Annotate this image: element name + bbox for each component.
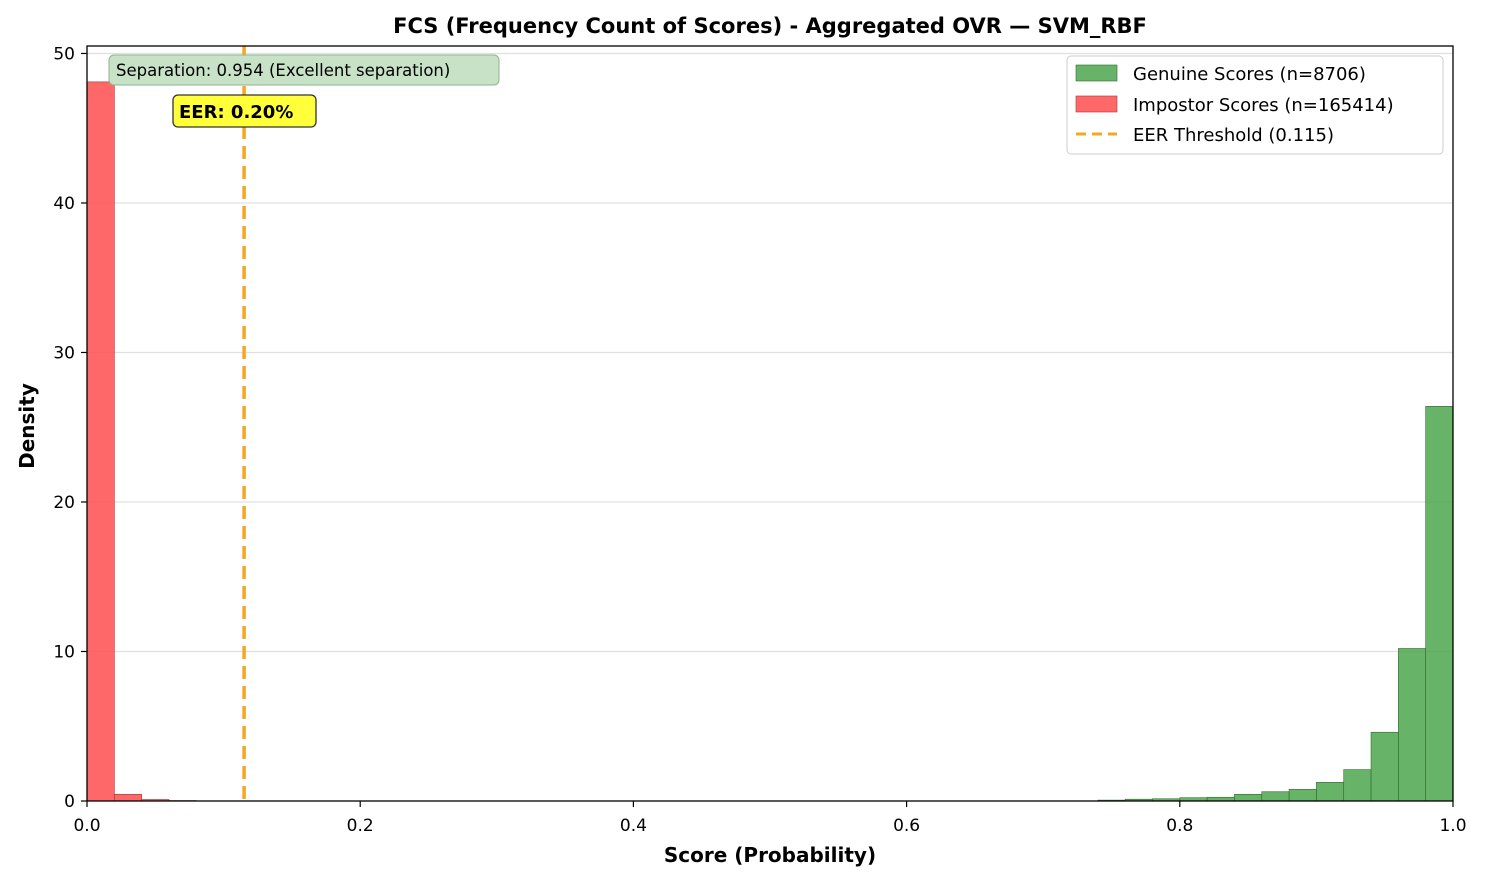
x-tick-label-2: 0.4: [620, 816, 647, 836]
bar-impostor-0: [86, 81, 115, 802]
y-tick-label-3: 30: [53, 343, 75, 363]
separation-annotation: Separation: 0.954 (Excellent separation): [108, 54, 500, 86]
bar-genuine-7: [1288, 789, 1317, 802]
x-tick-label-1: 0.2: [347, 816, 374, 836]
bar-genuine-12: [1425, 406, 1454, 802]
eer-text: EER: 0.20%: [179, 102, 293, 123]
y-tick-label-0: 0: [64, 792, 75, 812]
y-tick-label-1: 10: [53, 642, 75, 662]
x-axis-ticks: 0.0 0.2 0.4 0.6 0.8 1.0: [73, 801, 1467, 836]
bar-genuine-6: [1261, 791, 1290, 802]
x-tick-label-5: 1.0: [1439, 816, 1466, 836]
y-axis-ticks: 0 10 20 30 40 50: [53, 44, 87, 812]
legend-box: [1066, 55, 1444, 155]
eer-box: [172, 94, 317, 128]
x-tick-label-3: 0.6: [893, 816, 920, 836]
histogram-bars: [86, 81, 1454, 802]
legend-label-threshold: EER Threshold (0.115): [1133, 125, 1334, 146]
chart-title: FCS (Frequency Count of Scores) - Aggreg…: [393, 14, 1147, 38]
legend-label-impostor: Impostor Scores (n=165414): [1133, 95, 1394, 116]
legend-swatch-impostor: [1075, 95, 1118, 113]
y-tick-label-4: 40: [53, 194, 75, 214]
y-tick-label-2: 20: [53, 493, 75, 513]
bar-genuine-8: [1316, 782, 1345, 802]
x-tick-label-4: 0.8: [1166, 816, 1193, 836]
bar-genuine-11: [1398, 648, 1426, 802]
bar-genuine-9: [1343, 769, 1372, 802]
grid-lines: [87, 52, 1453, 653]
bar-impostor-1: [114, 793, 142, 802]
legend-swatch-genuine: [1075, 64, 1118, 82]
y-tick-label-5: 50: [53, 44, 75, 64]
separation-box: [108, 54, 500, 86]
x-tick-label-0: 0.0: [73, 816, 100, 836]
x-axis-label: Score (Probability): [664, 843, 876, 867]
bar-genuine-5: [1234, 793, 1263, 802]
y-axis-label: Density: [15, 383, 39, 469]
separation-text: Separation: 0.954 (Excellent separation): [116, 61, 450, 80]
legend-label-genuine: Genuine Scores (n=8706): [1133, 64, 1366, 85]
eer-annotation: EER: 0.20%: [172, 94, 317, 128]
plot-frame: [86, 45, 1454, 802]
bar-genuine-10: [1370, 731, 1399, 802]
legend: Genuine Scores (n=8706) Impostor Scores …: [1066, 55, 1444, 155]
